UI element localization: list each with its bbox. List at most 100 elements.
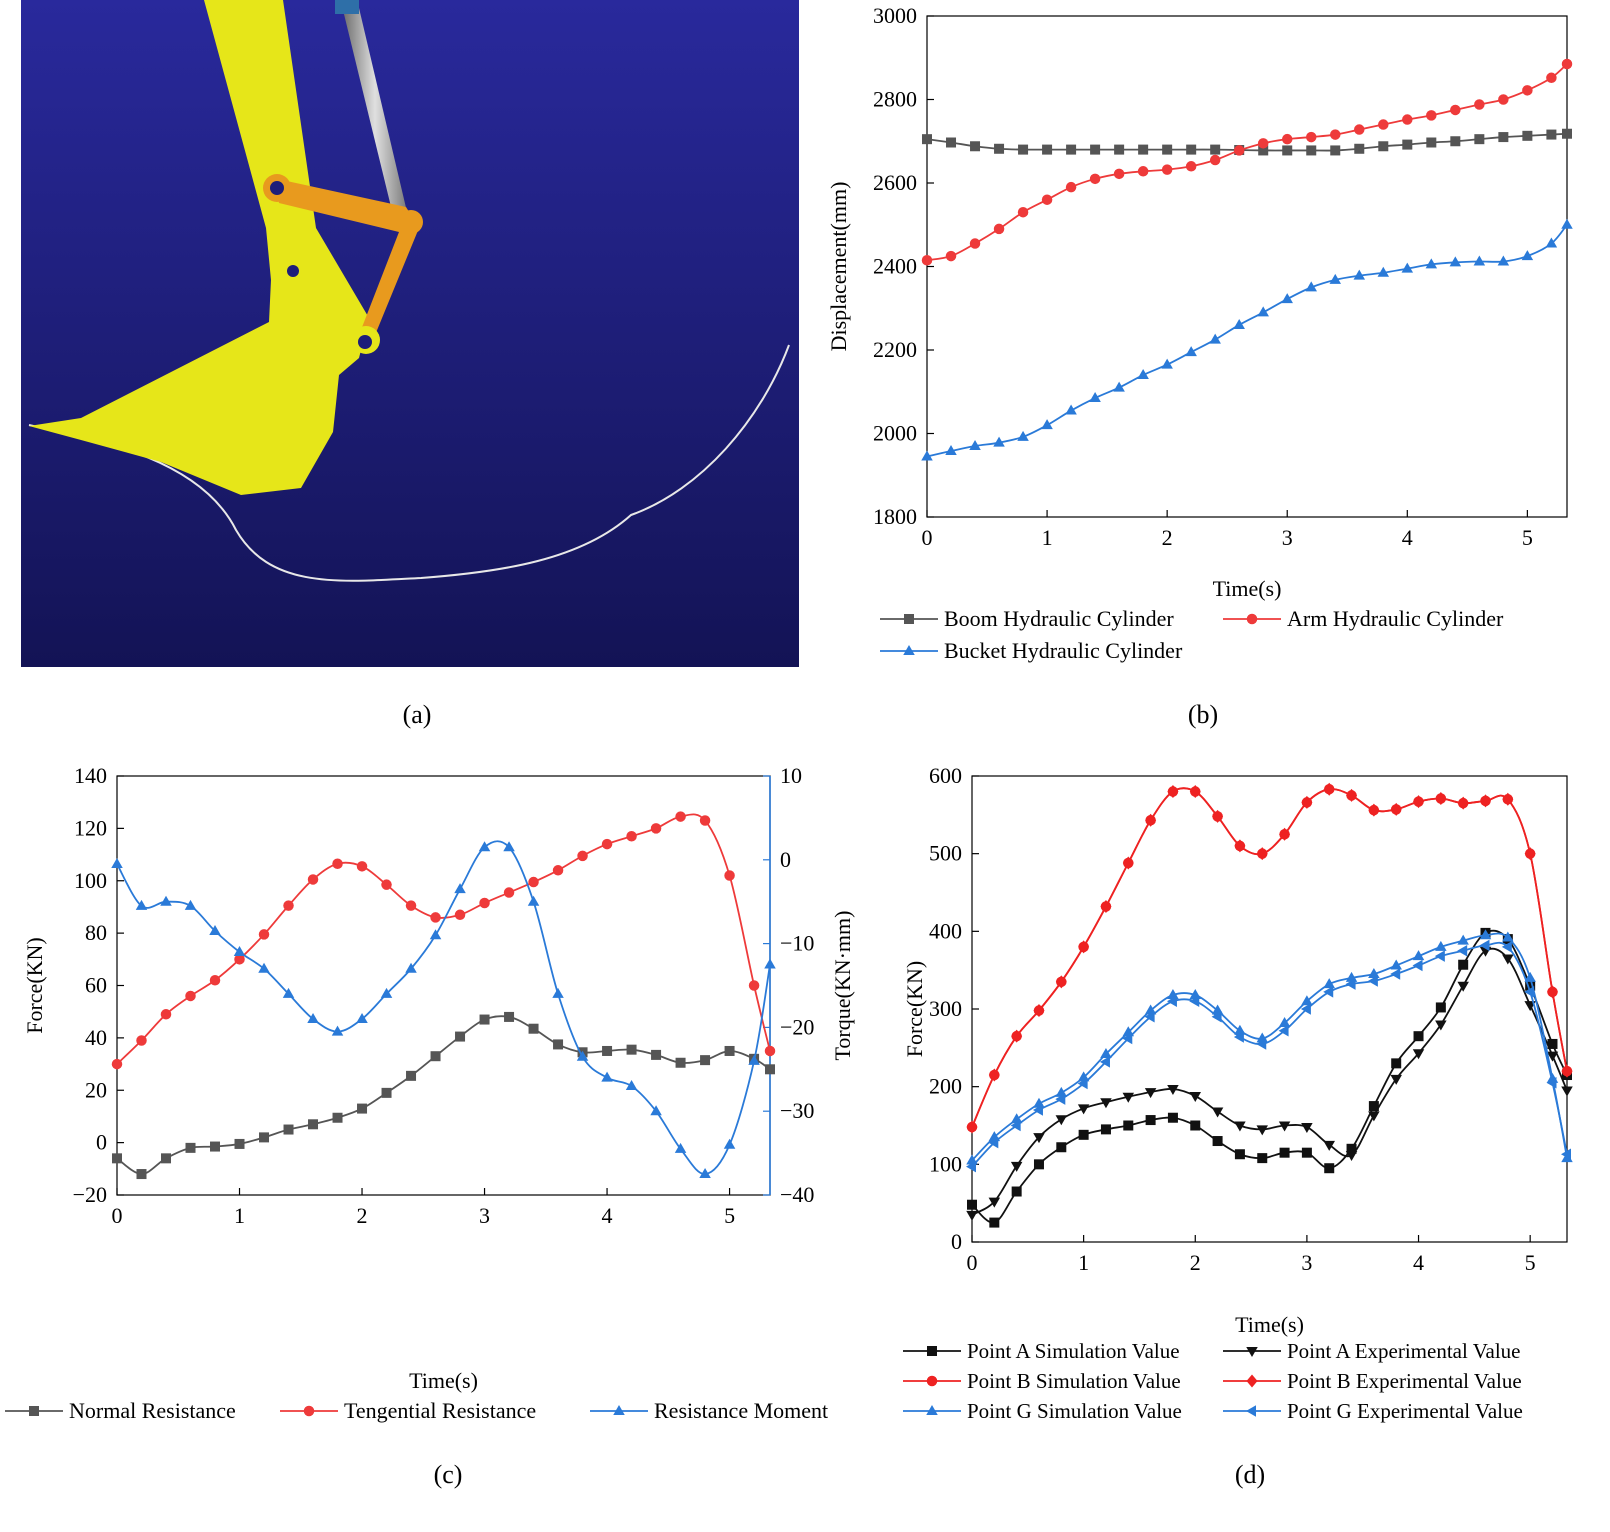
data-point	[1368, 1111, 1380, 1122]
legend-label: Boom Hydraulic Cylinder	[944, 606, 1174, 631]
x-tick-label: 3	[1301, 1250, 1312, 1275]
legend-label: Resistance Moment	[654, 1398, 828, 1423]
x-tick-label: 4	[1402, 525, 1413, 550]
data-point	[1524, 986, 1535, 998]
data-point	[1212, 809, 1224, 823]
data-point	[1480, 794, 1492, 808]
simulation-scene	[21, 0, 799, 667]
data-point	[1234, 839, 1246, 853]
pivot-joint-lower-hole	[358, 335, 372, 349]
y-right-tick-label: 0	[780, 847, 791, 872]
data-point	[993, 223, 1005, 235]
data-point	[1498, 132, 1509, 143]
series-line	[926, 224, 1568, 458]
data-point	[1278, 1024, 1289, 1037]
data-point	[234, 1138, 245, 1149]
data-point	[1502, 792, 1514, 806]
series-line	[971, 929, 1568, 1224]
data-point	[1345, 1151, 1358, 1162]
data-point	[1017, 206, 1029, 218]
data-point	[1011, 1186, 1022, 1197]
data-point	[1100, 1098, 1112, 1109]
data-point	[1412, 950, 1425, 961]
data-point	[764, 958, 776, 969]
data-point	[1065, 181, 1077, 193]
series-group	[966, 939, 1571, 1173]
data-point	[1479, 939, 1490, 952]
data-point	[1185, 161, 1197, 172]
y-axis-label: Force(KN)	[902, 961, 927, 1058]
data-point	[1435, 1002, 1446, 1013]
data-point	[1473, 255, 1486, 266]
y-tick-label: −20	[73, 1182, 107, 1207]
data-point	[1100, 899, 1112, 913]
data-point	[1522, 85, 1533, 96]
data-point	[576, 1050, 589, 1061]
data-point	[1301, 1147, 1312, 1158]
data-point	[528, 876, 539, 888]
y-right-tick-label: −20	[780, 1014, 814, 1039]
data-point	[1089, 392, 1101, 403]
y-tick-label: 1800	[873, 504, 917, 529]
data-point	[1186, 144, 1197, 155]
caption-c: (c)	[433, 1460, 463, 1489]
data-point	[1457, 981, 1469, 992]
data-point	[479, 1014, 490, 1025]
legend-marker	[927, 1346, 937, 1356]
data-point	[1279, 1147, 1290, 1158]
data-point	[1137, 166, 1149, 177]
data-point	[233, 945, 246, 956]
data-point	[1435, 1020, 1447, 1031]
data-point	[1282, 145, 1293, 156]
data-point	[1041, 194, 1053, 205]
data-point	[748, 1054, 760, 1065]
data-point	[258, 962, 270, 973]
y-right-axis-label: Torque(KN·mm)	[830, 911, 855, 1061]
data-point	[1257, 1153, 1268, 1164]
data-point	[1502, 931, 1514, 942]
data-point	[1189, 785, 1201, 799]
data-point	[1324, 1163, 1335, 1174]
data-point	[651, 1049, 662, 1060]
x-tick-label: 1	[1078, 1250, 1089, 1275]
data-point	[1547, 1038, 1558, 1049]
data-point	[1145, 813, 1157, 827]
y-tick-label: 120	[74, 815, 107, 840]
data-point	[1449, 256, 1462, 267]
data-point	[1474, 99, 1485, 110]
legend-marker	[613, 1405, 625, 1415]
series-line	[926, 63, 1568, 262]
caption-b: (b)	[1187, 700, 1219, 729]
data-point	[1368, 803, 1380, 817]
data-point	[988, 1136, 999, 1149]
data-point	[1167, 1112, 1178, 1123]
data-point	[1457, 796, 1469, 810]
data-point	[1323, 978, 1335, 989]
data-point	[1078, 940, 1090, 954]
data-point	[650, 823, 662, 834]
series-group	[112, 1011, 775, 1180]
data-point	[1122, 1032, 1133, 1045]
data-point	[748, 980, 760, 991]
data-point	[1010, 1161, 1023, 1172]
data-point	[945, 445, 957, 456]
data-point	[135, 899, 148, 910]
digging-trajectory	[28, 344, 790, 582]
data-point	[1122, 856, 1134, 870]
data-point	[1033, 1159, 1044, 1170]
hydraulic-cylinder-end	[335, 0, 359, 14]
data-point	[479, 897, 490, 909]
data-point	[1346, 1143, 1357, 1154]
y-tick-label: 500	[929, 841, 962, 866]
legend-label: Point G Simulation Value	[967, 1399, 1182, 1423]
data-point	[1412, 1049, 1425, 1060]
legend-marker	[1246, 1405, 1256, 1417]
data-point	[1077, 1104, 1090, 1115]
data-point	[1090, 144, 1101, 155]
data-point	[1301, 995, 1313, 1006]
data-point	[601, 1071, 613, 1082]
data-point	[1041, 419, 1053, 430]
data-point	[1209, 154, 1221, 166]
data-point	[700, 1055, 711, 1066]
legend-marker	[904, 614, 914, 624]
